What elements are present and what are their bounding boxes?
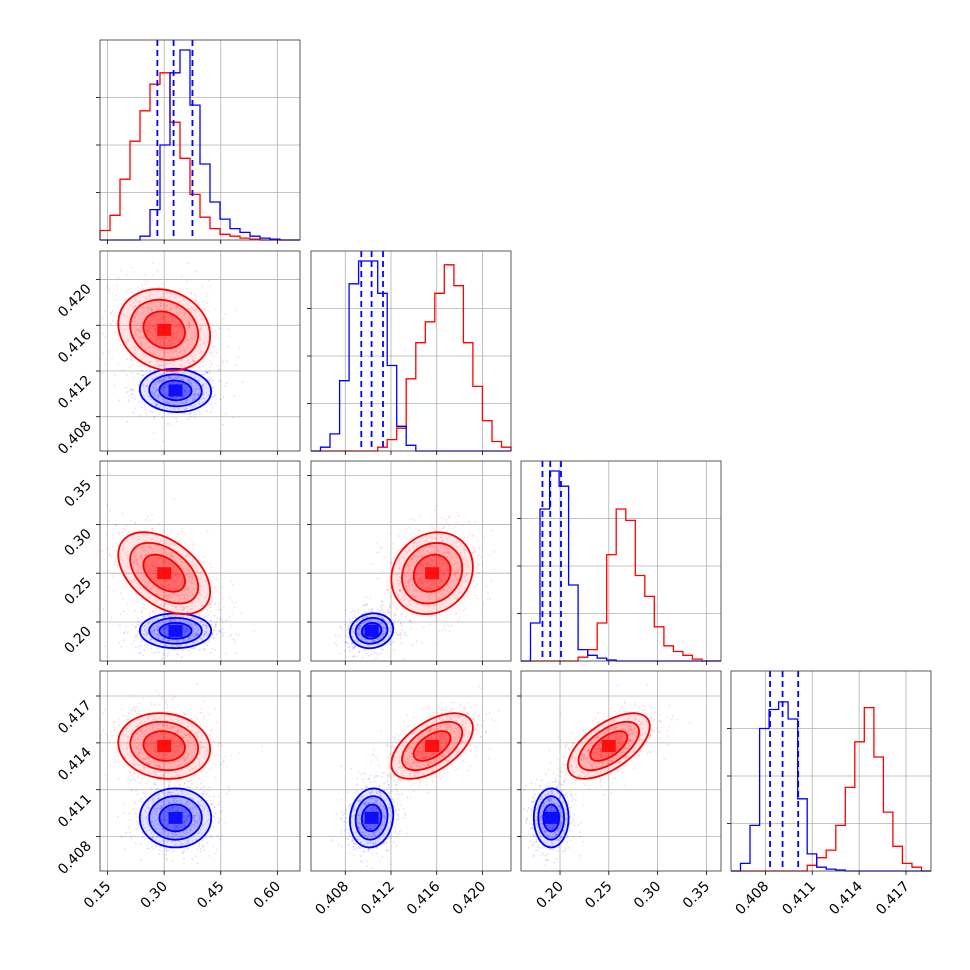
x-tick-label: 0.15	[81, 879, 114, 912]
blue-density-peak	[544, 811, 559, 824]
y-tick-label: 0.20	[61, 623, 94, 656]
x-tick-label: 0.20	[533, 879, 566, 912]
panel-background	[100, 671, 300, 871]
x-tick-label: 0.30	[138, 879, 171, 912]
grid	[521, 461, 721, 661]
x-tick-label: 0.35	[680, 879, 713, 912]
red-density-peak	[601, 740, 616, 752]
panel-background	[731, 671, 931, 871]
panel-background	[100, 461, 300, 661]
panel-frame	[99, 460, 301, 662]
blue-density-peak	[168, 384, 183, 397]
grid	[311, 251, 511, 451]
x-tick-label: 0.414	[826, 878, 866, 918]
red-density-peak	[157, 323, 172, 336]
panel-frame	[310, 250, 512, 452]
red-density-peak	[425, 740, 440, 752]
x-tick-label: 0.417	[873, 879, 913, 919]
panel-3-0	[99, 670, 301, 872]
x-tick-label: 0.412	[358, 879, 398, 919]
histogram-1	[307, 250, 512, 452]
y-tick-label: 0.408	[55, 838, 95, 878]
x-tick-label: 0.411	[779, 879, 819, 919]
y-tick-label: 0.420	[55, 281, 95, 321]
histogram-0	[96, 39, 301, 241]
panel-background	[521, 671, 721, 871]
panel-frame	[520, 460, 722, 662]
y-tick-label: 0.30	[61, 526, 94, 559]
x-tick-label: 0.408	[733, 879, 773, 919]
y-tick-label: 0.417	[55, 698, 95, 738]
panel-background	[311, 251, 511, 451]
red-samples	[539, 683, 691, 807]
y-tick-label: 0.414	[55, 744, 95, 784]
y-tick-label: 0.25	[61, 575, 94, 608]
y-tick-label: 0.412	[55, 373, 95, 413]
red-density-peak	[157, 740, 172, 752]
panel-frame	[99, 250, 301, 452]
histogram-2	[517, 460, 722, 662]
panel-frame	[99, 39, 301, 241]
panel-1-0	[99, 250, 301, 452]
red-samples	[364, 505, 496, 647]
y-tick-label: 0.416	[55, 327, 95, 367]
red-histogram	[99, 72, 300, 241]
x-tick-label: 0.45	[194, 879, 227, 912]
blue-density-peak	[168, 811, 183, 824]
histogram-3	[727, 670, 932, 872]
x-tick-label: 0.30	[631, 879, 664, 912]
red-density-peak	[157, 567, 172, 580]
panel-2-0	[99, 460, 301, 662]
panel-frame	[310, 670, 512, 872]
panel-3-1	[310, 670, 512, 872]
x-tick-label: 0.408	[312, 879, 352, 919]
panel-background	[100, 251, 300, 451]
panel-2-1	[310, 460, 512, 662]
y-tick-label: 0.411	[55, 791, 95, 831]
blue-density-peak	[364, 811, 379, 824]
panel-background	[311, 461, 511, 661]
panel-frame	[730, 670, 932, 872]
blue-density-peak	[364, 624, 379, 637]
y-tick-label: 0.408	[55, 418, 95, 458]
blue-density-peak	[168, 624, 183, 637]
panel-frame	[520, 670, 722, 872]
red-density-peak	[425, 567, 440, 580]
panel-3-2	[520, 670, 722, 872]
panel-background	[521, 461, 721, 661]
x-tick-label: 0.420	[450, 879, 490, 919]
panel-background	[311, 671, 511, 871]
x-tick-label: 0.60	[251, 879, 284, 912]
panel-frame	[310, 460, 512, 662]
y-tick-label: 0.35	[61, 477, 94, 510]
blue-histogram	[100, 49, 300, 241]
x-tick-label: 0.416	[404, 878, 444, 918]
x-tick-label: 0.25	[582, 879, 615, 912]
panel-frame	[99, 670, 301, 872]
